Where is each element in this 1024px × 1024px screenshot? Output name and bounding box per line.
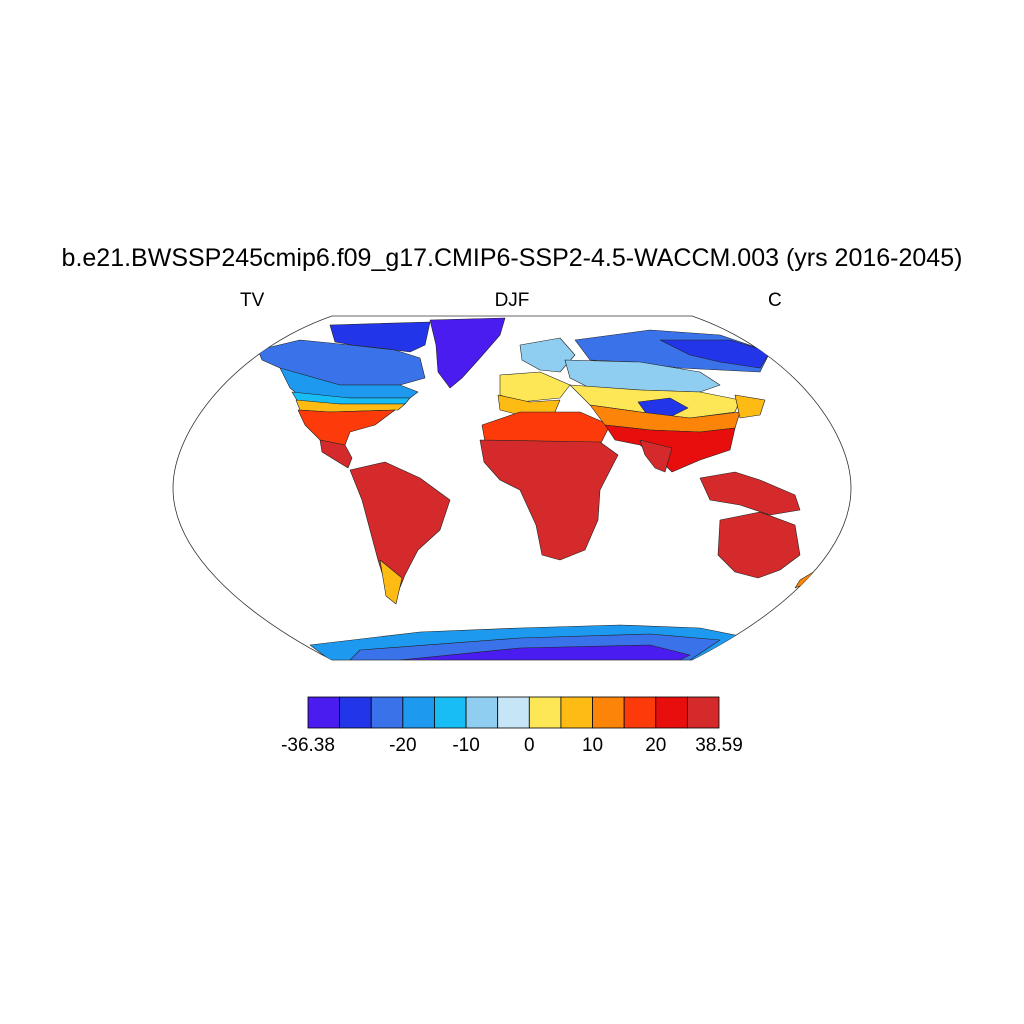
units-label: C — [768, 290, 782, 311]
north-america-land — [257, 339, 426, 469]
antarctica-land — [309, 624, 741, 660]
colorbar-swatch — [592, 696, 625, 729]
colorbar — [307, 696, 720, 729]
colorbar-swatch — [686, 696, 720, 729]
colorbar-swatch — [623, 696, 657, 729]
south-america-land — [349, 461, 451, 601]
colorbar-swatch — [434, 696, 467, 729]
southeast-asia-land — [699, 471, 801, 516]
colorbar-swatch — [465, 696, 499, 729]
colorbar-tick-label: -36.38 — [281, 735, 335, 756]
colorbar-swatch — [528, 696, 562, 729]
asia-land — [564, 329, 771, 473]
colorbar-tick-label: -20 — [389, 735, 417, 756]
season-label: DJF — [494, 290, 530, 311]
colorbar-tick-label: 20 — [645, 735, 667, 756]
colorbar-swatch — [402, 696, 435, 729]
patagonia-land — [379, 559, 403, 605]
variable-label: TV — [240, 290, 265, 311]
colorbar-swatch — [655, 696, 688, 729]
colorbar-tick-label: -10 — [452, 735, 480, 756]
plot-title: b.e21.BWSSP245cmip6.f09_g17.CMIP6-SSP2-4… — [61, 244, 963, 272]
colorbar-tick-label: 10 — [581, 735, 604, 756]
colorbar-tick-label: 0 — [524, 735, 535, 756]
africa-land — [479, 411, 619, 561]
colorbar-swatch — [307, 696, 341, 729]
greenland-land — [429, 317, 506, 389]
colorbar-swatch — [497, 696, 530, 729]
australia-land — [717, 511, 801, 579]
colorbar-swatch — [339, 696, 372, 729]
colorbar-swatch — [370, 696, 404, 729]
colorbar-tick-label: 38.59 — [695, 735, 743, 756]
colorbar-swatch — [560, 696, 593, 729]
europe-land — [497, 337, 576, 416]
